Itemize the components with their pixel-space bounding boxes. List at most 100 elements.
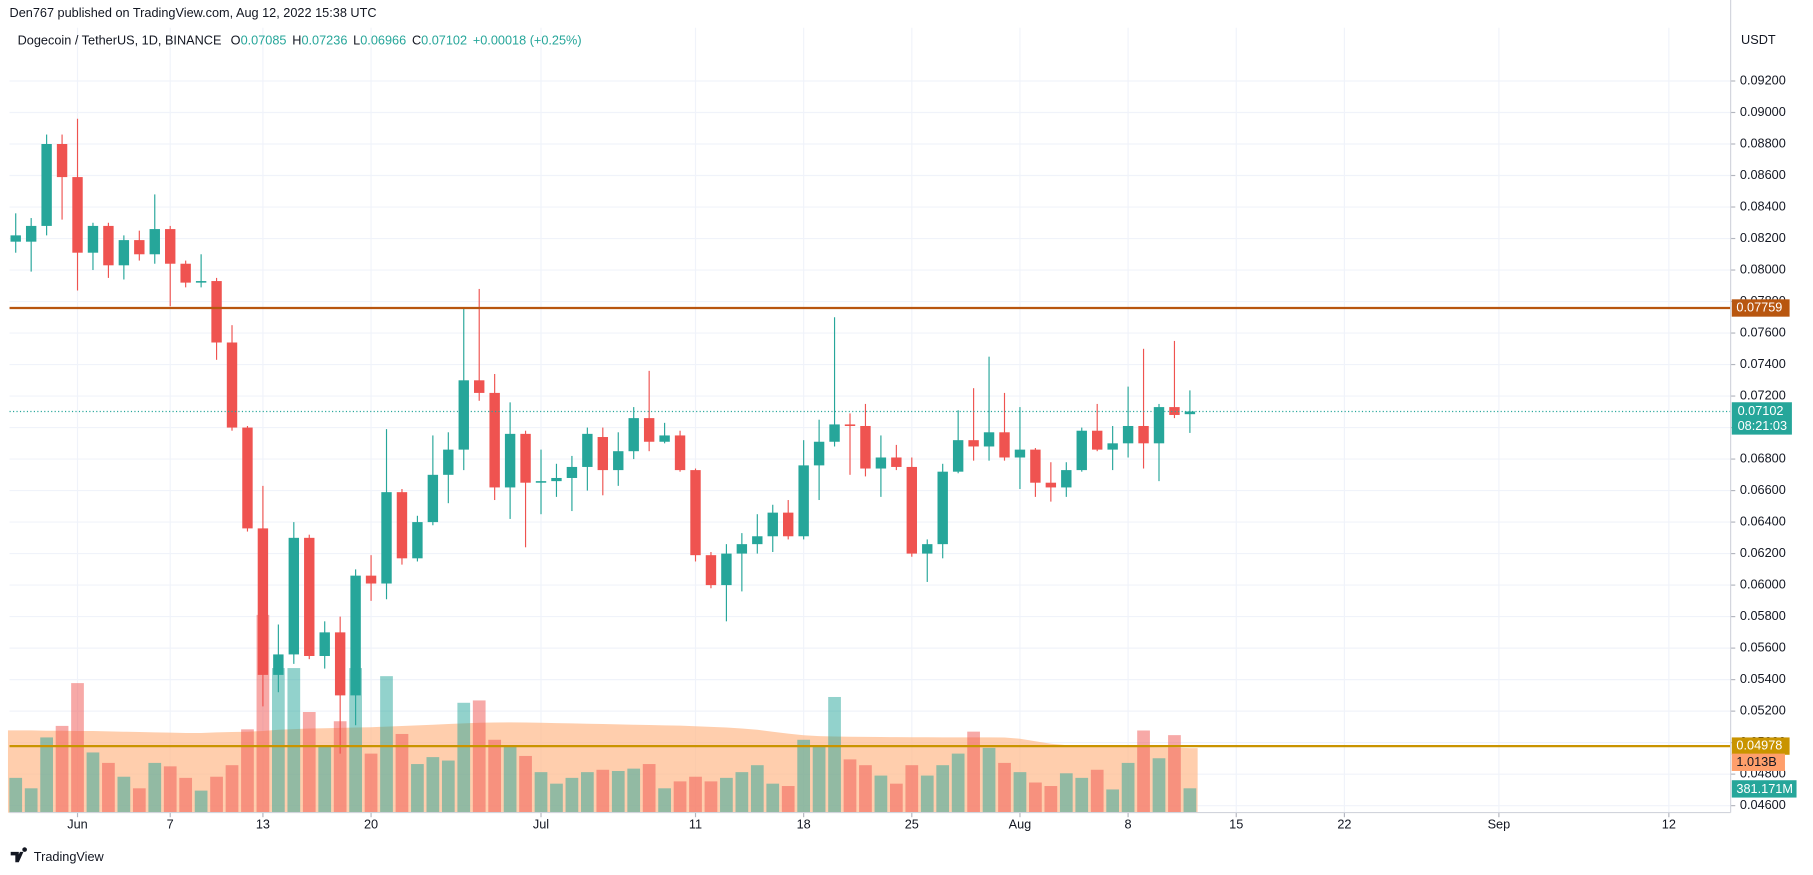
y-tick-label: 0.06800 — [1740, 450, 1786, 465]
x-tick-label: 25 — [905, 817, 919, 832]
volume-bar — [596, 769, 610, 813]
volume-bar — [349, 668, 362, 813]
volume-bar — [1059, 773, 1073, 813]
candle-body — [365, 575, 377, 584]
brand: TradingView — [34, 849, 105, 864]
candle-body — [999, 432, 1010, 458]
candle-body — [767, 512, 778, 537]
candle-body — [968, 440, 979, 447]
volume-bar — [519, 755, 532, 813]
candle-body — [520, 433, 531, 483]
last-price-label: 0.07102 — [1738, 403, 1784, 418]
candle-body — [412, 522, 423, 559]
candle-body — [566, 466, 578, 478]
candle-body — [798, 465, 809, 537]
ohlc-key: L — [353, 33, 360, 48]
candle-body — [304, 537, 315, 656]
volume-bar — [920, 775, 934, 813]
volume-bar — [936, 765, 950, 813]
volume-bar — [874, 775, 888, 813]
volume-bar — [272, 668, 285, 813]
volume-bar — [117, 776, 131, 813]
candle-body — [783, 512, 794, 537]
candle-body — [1169, 407, 1180, 415]
candle-body — [1153, 407, 1165, 444]
candle-body — [860, 425, 871, 469]
volume-bar — [503, 745, 517, 813]
candle-body — [613, 451, 624, 471]
candle-body — [937, 471, 948, 545]
candle-body — [288, 537, 300, 655]
volume-ma-box — [1731, 753, 1785, 771]
volume-bar — [967, 731, 980, 813]
volume-bar — [581, 772, 594, 813]
x-tick-label: Aug — [1009, 817, 1032, 832]
candles — [10, 118, 1196, 754]
overlays — [9, 306, 1731, 748]
volume-bar — [550, 783, 563, 813]
candle-body — [674, 435, 686, 471]
x-tick-label: 15 — [1229, 817, 1243, 832]
countdown: 08:21:03 — [1738, 418, 1787, 433]
x-tick-label: 7 — [167, 817, 174, 832]
x-tick-label: 20 — [364, 817, 378, 832]
volume-bar — [951, 753, 965, 813]
volume-bar — [441, 760, 455, 813]
candle-body — [149, 229, 160, 255]
volume-bar — [720, 777, 733, 813]
volume-bar — [828, 696, 841, 813]
y-tick-label: 0.05600 — [1740, 639, 1786, 654]
unit-box — [1731, 27, 1813, 54]
candle-body — [736, 544, 748, 554]
y-tick-label: 0.05200 — [1740, 702, 1786, 717]
volume-bar — [781, 786, 795, 813]
volume-bar — [55, 725, 69, 813]
candle-body — [474, 380, 485, 393]
ohlc-key: C — [412, 33, 421, 48]
volume-bar — [627, 768, 641, 813]
volume-bar — [364, 753, 378, 813]
candle-body — [489, 392, 500, 488]
volume-bar — [658, 788, 671, 813]
volume-bar — [488, 739, 502, 813]
candle-body — [319, 632, 330, 656]
volume-bar — [642, 764, 656, 813]
x-tick-label: 12 — [1662, 817, 1676, 832]
y-tick-label: 0.09000 — [1740, 104, 1786, 119]
volume-box — [1731, 780, 1797, 798]
x-tick-label: 13 — [256, 817, 270, 832]
volume-bar — [1137, 730, 1150, 813]
volume-bar — [1168, 735, 1181, 813]
y-tick-label: 0.08600 — [1740, 167, 1786, 182]
candle-body — [643, 418, 655, 442]
published-note: Den767 published on TradingView.com, Aug… — [10, 5, 377, 20]
candle-body — [396, 492, 408, 559]
y-tick-label: 0.06000 — [1740, 576, 1786, 591]
candle-body — [41, 144, 52, 226]
candle-body — [535, 481, 547, 483]
y-tick-label: 0.08000 — [1740, 261, 1786, 276]
candle-body — [10, 235, 21, 242]
layers: 0.046000.048000.050000.052000.054000.056… — [7, 0, 1797, 832]
legend: Dogecoin / TetherUS, 1D, BINANCE O0.07085… — [18, 33, 582, 48]
candle-body — [813, 441, 825, 466]
candle-body — [1184, 411, 1196, 415]
ohlc-key: O — [231, 33, 241, 48]
candle-body — [1076, 430, 1087, 471]
last-price-box — [1731, 402, 1792, 435]
volume-ma-label: 1.013B — [1736, 754, 1776, 769]
candle-body — [72, 177, 83, 253]
y-tick-label: 0.05400 — [1740, 671, 1786, 686]
candle-body — [906, 466, 918, 554]
x-tick-label: Sep — [1488, 817, 1511, 832]
volume-bar — [457, 702, 471, 813]
y-tick-label: 0.09200 — [1740, 72, 1786, 87]
candle-body — [875, 457, 887, 469]
brand-logo — [10, 847, 27, 863]
y-tick-label: 0.08400 — [1740, 198, 1786, 213]
volume-bar — [689, 776, 702, 813]
volume-bar — [797, 739, 811, 813]
candle-body — [582, 433, 593, 467]
